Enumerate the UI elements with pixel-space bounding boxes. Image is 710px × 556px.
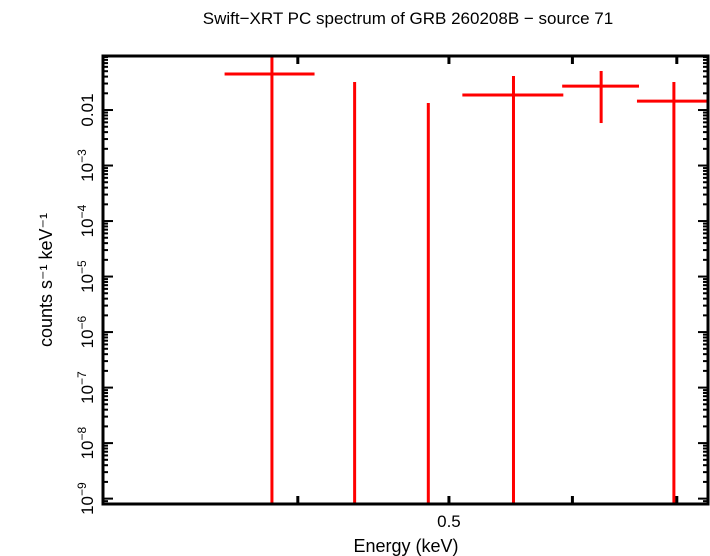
data-point-1: [224, 56, 315, 504]
y-tick-label: 10−5: [75, 260, 97, 293]
plot-marks: [224, 56, 708, 504]
y-tick-label: 0.01: [78, 93, 97, 126]
y-tick-label: 10−3: [75, 149, 97, 182]
y-tick-label: 10−4: [75, 204, 97, 237]
x-axis-label: Energy (keV): [353, 536, 458, 556]
x-tick-label: 0.5: [437, 512, 461, 531]
y-tick-label: 10−7: [75, 371, 97, 404]
data-point-4: [462, 76, 564, 504]
data-point-5: [562, 70, 640, 124]
chart-title: Swift−XRT PC spectrum of GRB 260208B − s…: [203, 9, 613, 28]
y-axis-label: counts s⁻¹ keV⁻¹: [36, 213, 56, 347]
y-tick-label: 10−8: [75, 426, 97, 459]
y-tick-label: 10−6: [75, 315, 97, 348]
axis-ticks: 0.5 10−9 10−8 10−7 10−6 10−5 10−4 10−3 0.01: [75, 56, 708, 531]
data-point-6: [636, 81, 708, 504]
y-tick-label: 10−9: [75, 482, 97, 515]
plot-frame: [101, 54, 710, 506]
